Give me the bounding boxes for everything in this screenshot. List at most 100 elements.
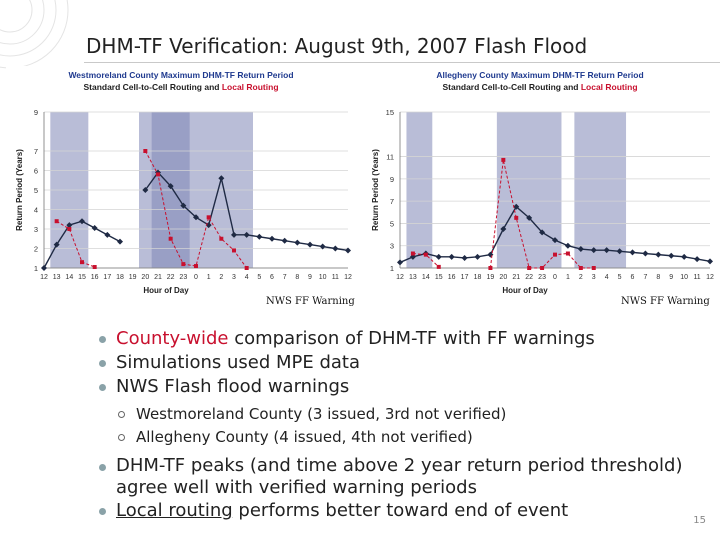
x-tick-label: 9 [669,274,673,281]
x-tick-label: 10 [319,274,327,281]
y-tick-label: 5 [34,186,38,195]
x-tick-label: 5 [618,274,622,281]
local-routing-point [206,215,211,220]
x-tick-label: 5 [257,274,261,281]
x-tick-label: 13 [409,274,417,281]
x-tick-label: 22 [525,274,533,281]
x-tick-label: 17 [461,274,469,281]
local-routing-point [143,149,148,153]
standard-routing-point [79,218,85,225]
x-tick-label: 6 [270,274,274,281]
bullet-item: NWS Flash flood warnings [96,375,696,399]
standard-routing-point [104,231,111,238]
x-tick-label: 13 [53,274,61,281]
local-routing-point [80,260,84,265]
x-tick-label: 12 [396,274,404,281]
x-tick-label: 12 [706,274,714,281]
y-axis-label: Return Period (Years) [15,149,24,231]
y-tick-label: 15 [386,108,394,117]
allegheny-chart: Allegheny County Maximum DHM-TF Return P… [364,66,716,310]
bullet-item: County-wide comparison of DHM-TF with FF… [96,327,696,351]
local-routing-point [168,236,173,241]
x-tick-label: 12 [344,274,352,281]
x-tick-label: 7 [283,274,287,281]
local-routing-point [232,248,236,253]
chart-subtitle: Standard Cell-to-Cell Routing and Local … [83,82,278,92]
x-tick-label: 4 [245,274,249,281]
x-tick-label: 3 [592,274,596,281]
x-tick-label: 2 [579,274,583,281]
standard-routing-point [66,222,73,229]
x-axis-label: Hour of Day [143,286,189,295]
local-routing-point [488,266,493,270]
x-tick-label: 6 [631,274,635,281]
y-tick-label: 6 [34,167,38,176]
y-tick-label: 9 [34,108,38,117]
subtitle-and: and [204,82,221,92]
standard-routing-point [590,247,597,254]
x-tick-label: 3 [232,274,236,281]
westmoreland-chart: Westmoreland County Maximum DHM-TF Retur… [6,66,356,310]
standard-routing-point [117,238,123,245]
sub-bullet-ring-icon [118,434,125,441]
y-axis-label: Return Period (Years) [371,149,380,231]
y-tick-label: 1 [390,264,394,273]
x-tick-label: 8 [656,274,660,281]
x-tick-label: 23 [179,274,187,281]
y-tick-label: 2 [34,245,38,254]
x-tick-label: 19 [129,274,137,281]
y-tick-label: 3 [34,225,38,234]
local-routing-line [144,150,248,269]
x-tick-label: 18 [116,274,124,281]
standard-routing-point [694,256,701,263]
standard-routing-point [218,175,225,182]
standard-routing-point [294,239,301,246]
subtitle-standard-routing: Standard Cell-to-Cell Routing [83,82,204,92]
standard-routing-point [655,251,662,258]
standard-routing-point [681,253,688,260]
x-tick-label: 23 [538,274,546,281]
y-tick-label: 5 [390,219,394,228]
x-tick-label: 11 [693,274,700,281]
x-tick-label: 11 [332,274,339,281]
standard-routing-point [577,246,584,253]
bullet-list: County-wide comparison of DHM-TF with FF… [96,327,696,523]
local-routing-point [591,266,596,270]
bullet-dot-icon [99,384,106,391]
local-routing-point [553,252,557,257]
warning-period-band [574,112,627,268]
x-tick-label: 2 [219,274,223,281]
local-routing-point [423,252,428,257]
sub-bullet-item: Allegheny County (4 issued, 4th not veri… [96,426,696,449]
standard-routing-point [539,229,546,236]
local-routing-point [54,219,59,224]
bullet-item: Simulations used MPE data [96,351,696,375]
bullet-item: Local routing performs better toward end… [96,499,696,523]
x-tick-label: 10 [680,274,688,281]
standard-routing-point [474,253,481,260]
local-routing-point [501,157,506,162]
local-routing-point [219,236,224,241]
y-tick-label: 7 [34,147,38,156]
standard-routing-point [231,231,237,238]
x-tick-label: 12 [40,274,48,281]
subtitle-local-routing: Local Routing [222,82,279,92]
standard-routing-point [668,252,675,259]
local-routing-point [514,215,519,220]
x-tick-label: 8 [295,274,299,281]
x-tick-label: 9 [308,274,312,281]
local-routing-point [181,262,186,267]
standard-routing-point [629,249,636,256]
x-tick-label: 16 [448,274,456,281]
standard-routing-point [345,247,351,254]
standard-routing-point [243,231,250,238]
standard-routing-point [397,259,403,266]
sub-bullet-item: Westmoreland County (3 issued, 3rd not v… [96,403,696,426]
standard-routing-point [319,243,326,250]
warning-period-band [406,112,433,268]
chart-title: Allegheny County Maximum DHM-TF Return P… [436,70,643,80]
standard-routing-point [461,254,468,261]
bullet-dot-icon [99,464,106,471]
standard-routing-point [435,253,442,260]
nws-warning-label-westmoreland: NWS FF Warning [266,296,355,307]
